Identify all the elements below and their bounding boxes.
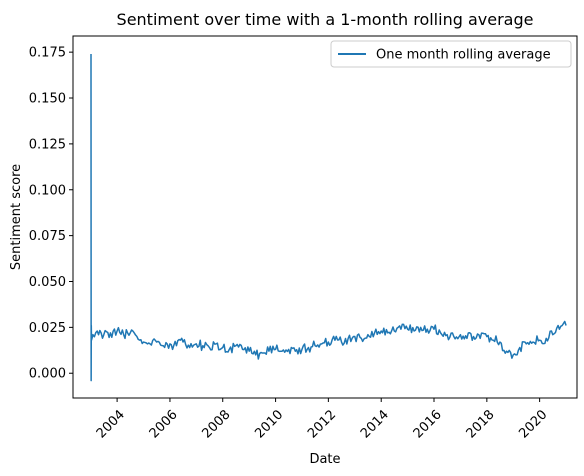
y-tick-label: 0.025 bbox=[29, 321, 66, 336]
x-axis-label: Date bbox=[309, 452, 340, 467]
legend-box bbox=[330, 40, 572, 68]
axes-background bbox=[73, 36, 577, 398]
y-tick-label: 0.125 bbox=[29, 137, 66, 152]
y-tick-label: 0.000 bbox=[29, 367, 66, 382]
y-tick-label: 0.175 bbox=[29, 46, 66, 61]
y-axis-ticks: 0.000 0.025 0.050 0.075 0.100 0.125 0.150 0.175 bbox=[29, 46, 73, 382]
plot-area bbox=[72, 35, 578, 399]
series-layer bbox=[90, 53, 567, 382]
legend: One month rolling average bbox=[330, 40, 572, 68]
y-tick-label: 0.050 bbox=[29, 275, 66, 290]
legend-label-one-month-rolling-average: One month rolling average bbox=[376, 48, 551, 63]
y-axis-label: Sentiment score bbox=[9, 164, 24, 270]
y-tick-label: 0.075 bbox=[29, 229, 66, 244]
axes-frame bbox=[72, 35, 578, 399]
chart-title: Sentiment over time with a 1-month rolli… bbox=[117, 10, 534, 29]
y-tick-label: 0.100 bbox=[29, 183, 66, 198]
series-line-0 bbox=[90, 53, 567, 382]
y-tick-label: 0.150 bbox=[29, 92, 66, 107]
